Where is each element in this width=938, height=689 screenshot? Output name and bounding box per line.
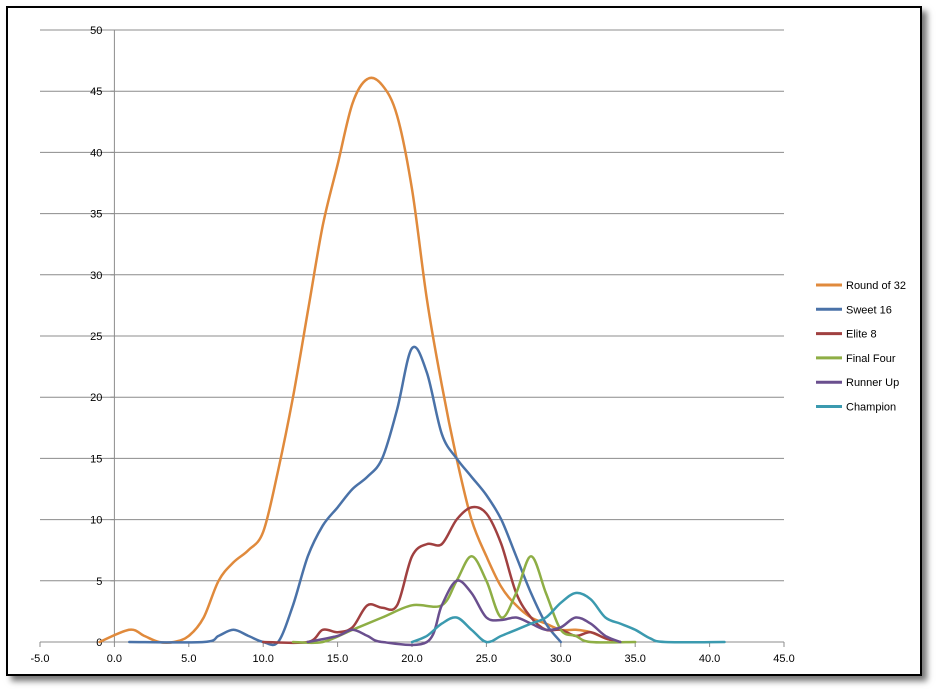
x-tick-label: 25.0 — [476, 653, 497, 665]
y-tick-label: 10 — [90, 515, 102, 527]
x-tick-label: 15.0 — [327, 653, 348, 665]
y-tick-label: 15 — [90, 453, 102, 465]
legend-label-champion: Champion — [846, 402, 896, 414]
x-tick-label: 0.0 — [107, 653, 122, 665]
series-line-round-of-32 — [98, 76, 622, 644]
x-tick-labels: -5.0 0.0 5.0 10.0 15.0 20.0 25.0 30.0 35.0 40.0 45… — [31, 653, 795, 665]
y-tick-label: 20 — [90, 392, 102, 404]
chart-frame: 0 5 10 15 20 25 30 35 40 45 50 -5.0 0.0 5.0 10.0 15.0 2… — [6, 6, 922, 676]
y-tick-label: 25 — [90, 331, 102, 343]
legend-label-round-of-32: Round of 32 — [846, 280, 906, 292]
gridlines — [40, 29, 784, 582]
legend-label-elite-8: Elite 8 — [846, 329, 877, 341]
y-tick-label: 35 — [90, 209, 102, 221]
y-tick-label: 30 — [90, 270, 102, 282]
x-tick-label: 40.0 — [699, 653, 720, 665]
series-line-champion — [410, 591, 726, 644]
series-line-sweet-16 — [128, 345, 563, 647]
x-tick-label: 45.0 — [773, 653, 794, 665]
x-tick-label: 10.0 — [252, 653, 273, 665]
series-lines — [98, 76, 726, 647]
series-line-final-four — [291, 555, 637, 645]
legend-label-final-four: Final Four — [846, 353, 896, 365]
y-tick-label: 50 — [90, 25, 102, 37]
series-line-runner-up — [306, 579, 622, 647]
y-tick-label: 40 — [90, 147, 102, 159]
x-tick-label: 5.0 — [181, 653, 196, 665]
x-tick-label: -5.0 — [31, 653, 50, 665]
x-tick-label: 35.0 — [624, 653, 645, 665]
y-tick-label: 45 — [90, 86, 102, 98]
legend-label-runner-up: Runner Up — [846, 377, 899, 389]
legend: Round of 32 Sweet 16 Elite 8 Final Four Runn… — [816, 280, 906, 414]
legend-label-sweet-16: Sweet 16 — [846, 304, 892, 316]
x-tick-label: 20.0 — [401, 653, 422, 665]
y-tick-label: 5 — [96, 576, 102, 588]
x-tick-label: 30.0 — [550, 653, 571, 665]
